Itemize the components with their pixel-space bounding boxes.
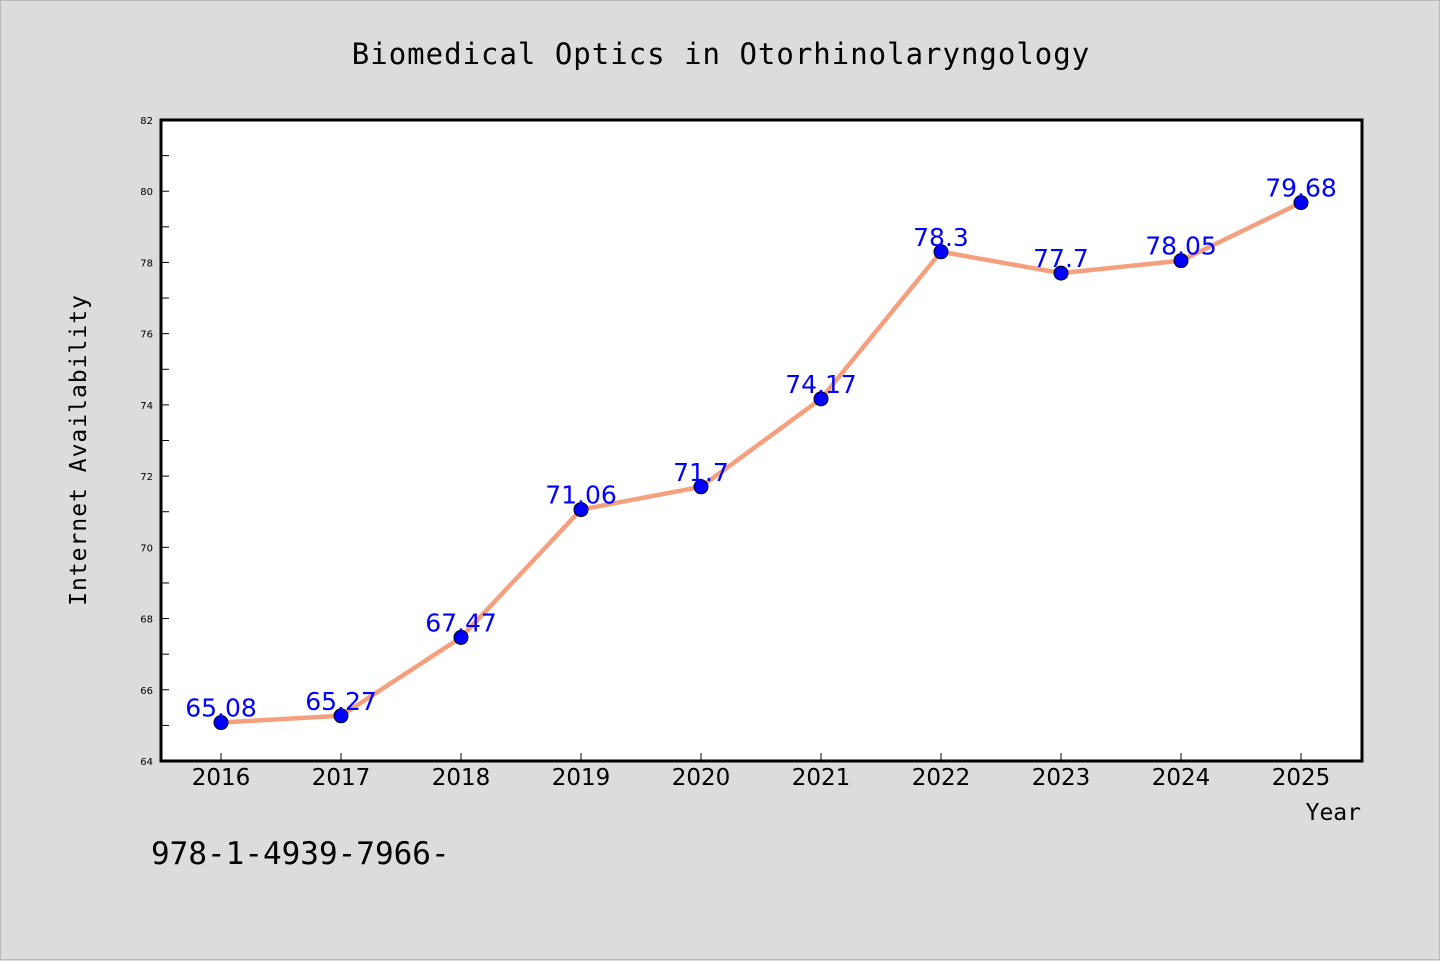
data-point bbox=[1053, 265, 1069, 281]
y-tick-label: 80 bbox=[140, 187, 153, 198]
y-tick-label: 70 bbox=[140, 543, 153, 554]
data-markers bbox=[213, 195, 1309, 731]
data-label: 78.05 bbox=[1145, 232, 1217, 261]
y-tick-label: 72 bbox=[140, 472, 153, 483]
data-point bbox=[693, 479, 709, 495]
data-point bbox=[813, 391, 829, 407]
x-axis-ticks: 2016 2017 2018 2019 2020 2021 2022 2023 2024 2025 bbox=[192, 753, 1331, 791]
data-label: 79.68 bbox=[1265, 174, 1337, 203]
x-tick-label: 2022 bbox=[912, 765, 971, 791]
y-tick-label: 76 bbox=[140, 330, 153, 341]
data-point bbox=[573, 502, 589, 518]
x-tick-label: 2024 bbox=[1152, 765, 1211, 791]
isbn-text: 978-1-4939-7966- bbox=[151, 836, 450, 872]
series-line bbox=[220, 200, 1302, 725]
data-label: 77.7 bbox=[1033, 244, 1089, 273]
data-label: 71.7 bbox=[673, 458, 729, 487]
data-point bbox=[213, 715, 229, 731]
x-tick-label: 2018 bbox=[432, 765, 491, 791]
y-tick-label: 64 bbox=[140, 757, 153, 768]
data-point bbox=[333, 708, 349, 724]
y-tick-label: 82 bbox=[140, 116, 153, 127]
chart-title: Biomedical Optics in Otorhinolaryngology bbox=[352, 37, 1090, 71]
data-point bbox=[1173, 253, 1189, 269]
x-tick-label: 2025 bbox=[1272, 765, 1331, 791]
y-tick-label: 68 bbox=[140, 615, 153, 626]
y-tick-label: 78 bbox=[140, 258, 153, 269]
y-tick-label: 74 bbox=[140, 401, 153, 412]
x-tick-label: 2023 bbox=[1032, 765, 1091, 791]
x-tick-label: 2021 bbox=[792, 765, 851, 791]
x-tick-label: 2020 bbox=[672, 765, 731, 791]
data-label: 74.17 bbox=[785, 370, 857, 399]
data-label: 71.06 bbox=[545, 481, 617, 510]
x-axis-label: Year bbox=[1306, 800, 1361, 826]
data-point bbox=[1293, 195, 1309, 211]
y-axis-ticks: 64 66 68 70 72 74 76 78 80 82 bbox=[140, 116, 169, 768]
data-label: 78.3 bbox=[913, 223, 969, 252]
data-point bbox=[453, 629, 469, 645]
data-label: 65.27 bbox=[305, 687, 377, 716]
data-point bbox=[933, 244, 949, 260]
data-label: 65.08 bbox=[185, 694, 257, 723]
x-tick-label: 2016 bbox=[192, 765, 251, 791]
data-labels: 65.08 65.27 67.47 71.06 71.7 74.17 78.3 77.7 78.… bbox=[185, 174, 1337, 723]
x-tick-label: 2017 bbox=[312, 765, 371, 791]
y-axis-label: Internet Availability bbox=[66, 294, 92, 606]
data-label: 67.47 bbox=[425, 608, 497, 637]
x-tick-label: 2019 bbox=[552, 765, 611, 791]
y-tick-label: 66 bbox=[140, 686, 153, 697]
